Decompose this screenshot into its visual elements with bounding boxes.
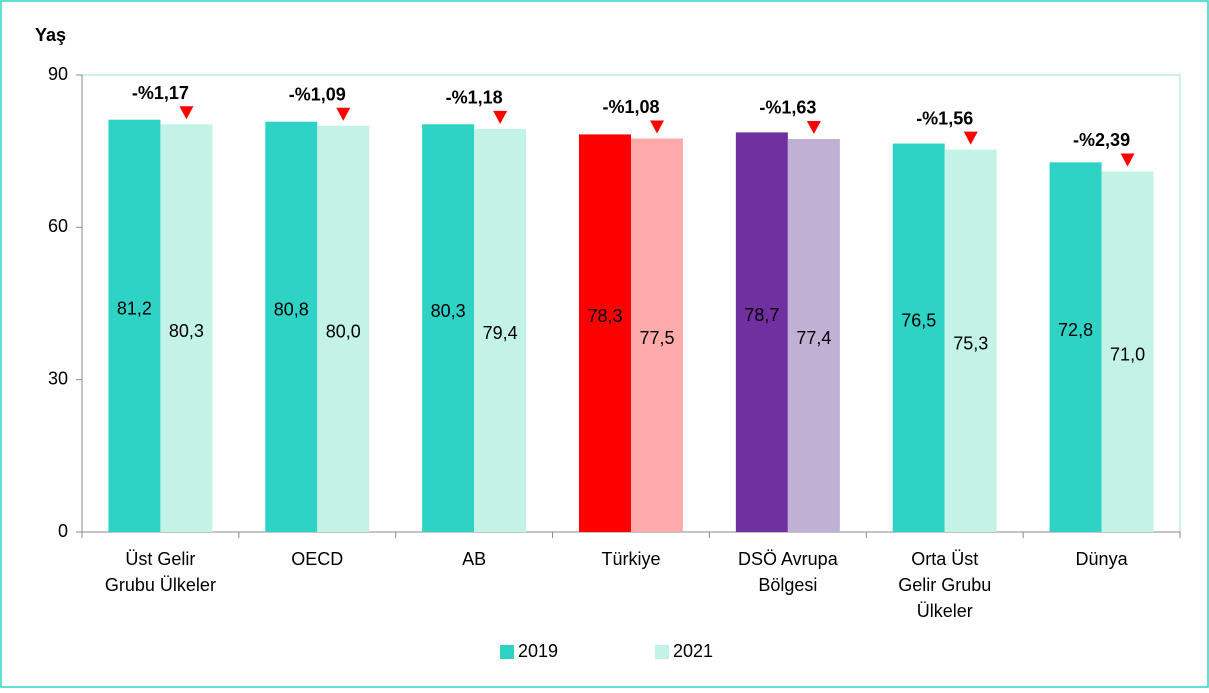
bar: [579, 134, 631, 532]
legend-label: 2021: [673, 641, 713, 661]
x-tick-label-line: DSÖ Avrupa: [738, 549, 839, 569]
annotation: -%1,18: [446, 88, 503, 108]
data-label: 78,3: [587, 306, 622, 326]
x-tick-label-line: Gelir Grubu: [898, 575, 991, 595]
y-axis-label: Yaş: [35, 25, 66, 45]
x-tick-label: Dünya: [1076, 549, 1129, 569]
data-label: 80,3: [431, 301, 466, 321]
y-tick-label: 90: [48, 64, 68, 84]
bar: [317, 125, 370, 533]
x-tick-label-line: Bölgesi: [758, 575, 817, 595]
bar: [422, 124, 475, 532]
legend-swatch: [655, 645, 669, 659]
x-tick-label-line: Türkiye: [601, 549, 660, 569]
down-arrow: [179, 106, 194, 120]
annotation: -%1,63: [759, 98, 816, 118]
bar: [1049, 162, 1102, 533]
x-tick-label-line: Dünya: [1076, 549, 1129, 569]
data-label: 77,5: [639, 328, 674, 348]
data-label: 81,2: [117, 299, 152, 319]
data-label: 80,0: [326, 322, 361, 342]
data-label: 75,3: [953, 334, 988, 354]
bar: [735, 132, 788, 532]
data-label: 72,8: [1058, 320, 1093, 340]
x-tick-label: AB: [462, 549, 486, 569]
bar: [944, 149, 997, 533]
x-tick-label: OECD: [291, 549, 343, 569]
annotation: -%1,56: [916, 108, 973, 128]
bar: [631, 138, 683, 532]
annotation: -%1,08: [602, 97, 659, 117]
x-tick-label: Orta Üst Gelir Grubu Ülkeler: [898, 549, 991, 621]
data-label: 80,3: [169, 321, 204, 341]
down-arrow: [963, 131, 978, 145]
data-label: 71,0: [1110, 344, 1145, 364]
data-label: 79,4: [483, 323, 518, 343]
down-arrow: [650, 120, 664, 134]
annotation: -%2,39: [1073, 130, 1130, 150]
data-label: 76,5: [901, 311, 936, 331]
x-tick-label: Üst Gelir Grubu Ülkeler: [105, 549, 216, 595]
data-label: 78,7: [744, 305, 779, 325]
x-tick-label-line: Üst Gelir: [125, 549, 195, 569]
annotation: -%1,17: [132, 83, 189, 103]
down-arrow: [493, 110, 508, 124]
x-tick-label: DSÖ Avrupa Bölgesi: [738, 549, 839, 595]
data-label: 80,8: [274, 300, 309, 320]
y-tick-label: 30: [48, 368, 68, 388]
bar: [892, 143, 945, 533]
y-tick-label: 0: [58, 521, 68, 541]
x-tick-label: Türkiye: [601, 549, 660, 569]
x-tick-label-line: Orta Üst: [911, 549, 978, 569]
bar: [787, 138, 840, 533]
down-arrow: [806, 120, 821, 134]
legend-swatch: [500, 645, 514, 659]
bar: [160, 124, 213, 532]
y-tick-label: 60: [48, 216, 68, 236]
x-tick-label-line: AB: [462, 549, 486, 569]
down-arrow: [336, 107, 351, 121]
bar: [265, 121, 318, 533]
bar: [474, 128, 527, 532]
legend-label: 2019: [518, 641, 558, 661]
x-tick-label-line: OECD: [291, 549, 343, 569]
data-label: 77,4: [796, 328, 831, 348]
annotation: -%1,09: [289, 85, 346, 105]
bar: [108, 119, 161, 532]
x-tick-label-line: Ülkeler: [917, 601, 973, 621]
down-arrow: [1120, 153, 1135, 167]
x-tick-label-line: Grubu Ülkeler: [105, 575, 216, 595]
bar: [1101, 171, 1154, 532]
